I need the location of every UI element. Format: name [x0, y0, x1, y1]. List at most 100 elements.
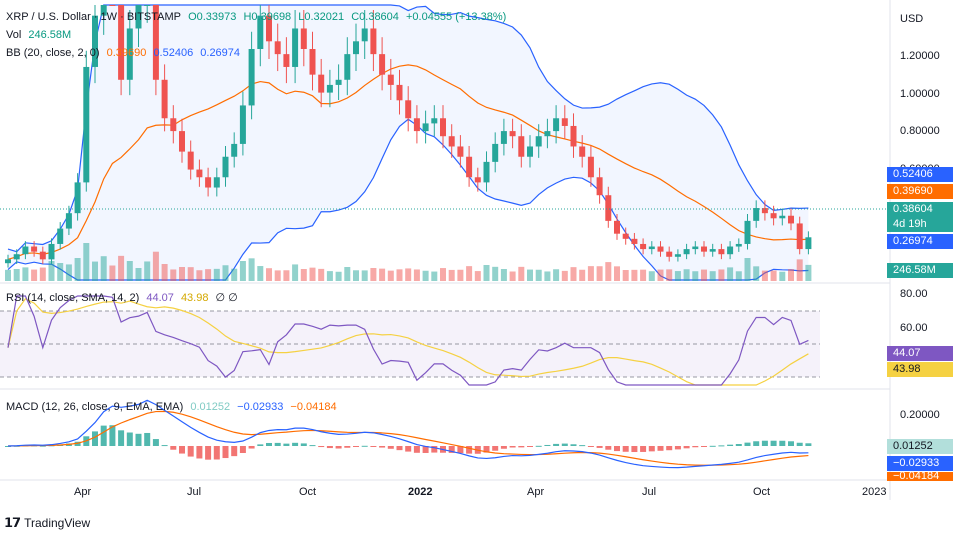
volume-bar — [535, 269, 542, 281]
macd-hist-bar — [640, 446, 647, 452]
bb-label[interactable]: BB (20, close, 2, 0) — [6, 47, 100, 59]
volume-bar — [65, 264, 72, 281]
price-tick: 1.20000 — [900, 50, 940, 62]
macd-hist-bar — [457, 446, 464, 454]
macd-hist-bar — [239, 446, 246, 454]
macd-hist-bar — [727, 444, 734, 446]
candle-body — [509, 131, 516, 137]
macd-hist-bar — [500, 446, 507, 449]
macd-legend: MACD (12, 26, close, 9, EMA, EMA) 0.0125… — [6, 401, 341, 413]
volume-bar — [448, 269, 455, 281]
macd-hist-bar — [431, 446, 438, 453]
volume-bar — [431, 271, 438, 281]
macd-hist-bar — [587, 446, 594, 447]
candle-body — [283, 54, 290, 67]
macd-hist-bar — [335, 446, 342, 449]
candle-body — [518, 136, 525, 157]
macd-hist-tag: 0.01252 — [887, 439, 953, 454]
rsi-label[interactable]: RSI (14, close, SMA, 14, 2) — [6, 292, 140, 304]
macd-line — [7, 399, 809, 469]
macd-hist-bar — [413, 446, 420, 453]
macd-tag: −0.02933 — [887, 456, 953, 471]
candle-body — [431, 118, 438, 124]
symbol-name[interactable]: XRP / U.S. Dollar · 1W · BITSTAMP — [6, 11, 182, 23]
volume-bar — [500, 269, 507, 281]
volume-bar — [344, 267, 351, 281]
macd-hist-bar — [205, 446, 212, 460]
volume-bar — [457, 269, 464, 281]
candle-body — [266, 15, 272, 42]
volume-bar — [353, 270, 359, 281]
macd-hist-bar — [135, 433, 142, 446]
macd-hist-bar — [535, 445, 542, 447]
candle-body — [100, 5, 107, 16]
candle-body — [692, 246, 699, 250]
rsi-legend: RSI (14, close, SMA, 14, 2) 44.07 43.98 … — [6, 291, 242, 304]
candle-body — [344, 54, 351, 80]
macd-hist-bar — [483, 446, 490, 453]
candle-body — [735, 243, 742, 247]
macd-hist-bar — [596, 446, 603, 448]
price-tick: 0.80000 — [900, 125, 940, 137]
macd-hist-bar — [674, 446, 681, 450]
macd-hist-bar — [196, 446, 203, 459]
rsi-tick: 60.00 — [900, 322, 928, 334]
macd-tick: 0.20000 — [900, 409, 940, 421]
volume-bar — [187, 267, 194, 281]
bb-lower-value: 0.26974 — [200, 47, 241, 59]
macd-hist-bar — [509, 446, 516, 448]
volume-bar — [474, 271, 481, 281]
candle-body — [631, 238, 638, 244]
candle-body — [222, 156, 229, 178]
volume-label[interactable]: Vol — [6, 29, 22, 41]
candle-body — [257, 15, 264, 49]
candle-body — [605, 195, 612, 221]
tradingview-logo[interactable]: 𝟭𝟳 TradingView — [4, 515, 90, 531]
volume-bar — [309, 267, 316, 281]
candle-body — [622, 233, 629, 239]
candle-body — [500, 131, 507, 144]
candle-body — [422, 123, 429, 132]
time-tick: Oct — [753, 486, 770, 498]
macd-hist-bar — [683, 446, 690, 449]
macd-hist-bar — [701, 446, 707, 447]
macd-hist-bar — [648, 446, 655, 452]
candle-body — [387, 74, 394, 85]
candle-body — [413, 118, 420, 132]
volume-bar — [396, 269, 403, 281]
candle-body — [396, 84, 403, 101]
macd-hist-bar — [753, 441, 760, 446]
macd-hist-bar — [39, 445, 46, 447]
rsi-sma-value: 43.98 — [180, 292, 209, 304]
candle-body — [779, 215, 786, 219]
volume-bar — [761, 270, 768, 281]
candle-body — [466, 156, 473, 178]
candle-body — [483, 161, 490, 183]
macd-hist-bar — [161, 445, 168, 447]
volume-bar — [361, 270, 368, 281]
candle-body — [5, 259, 11, 264]
volume-bar — [605, 262, 612, 281]
candle-body — [701, 246, 707, 252]
candle-body — [805, 237, 812, 250]
macd-hist-bar — [248, 446, 255, 449]
macd-hist-bar — [544, 444, 551, 446]
volume-bar — [631, 269, 638, 281]
candle-body — [213, 177, 220, 188]
macd-label[interactable]: MACD (12, 26, close, 9, EMA, EMA) — [6, 401, 184, 413]
candle-body — [74, 182, 81, 214]
macd-hist-bar — [170, 446, 177, 450]
volume-bar — [683, 269, 690, 281]
volume-bar — [13, 269, 20, 281]
time-tick: 2023 — [862, 486, 886, 498]
volume-bar — [109, 265, 116, 281]
candle-body — [126, 28, 133, 80]
time-tick: 2022 — [408, 486, 432, 498]
candle-body — [570, 125, 577, 147]
macd-hist-bar — [300, 443, 307, 446]
volume-bar — [587, 266, 594, 281]
macd-hist-bar — [735, 444, 742, 446]
macd-hist-bar — [553, 443, 560, 446]
candle-body — [361, 28, 368, 42]
